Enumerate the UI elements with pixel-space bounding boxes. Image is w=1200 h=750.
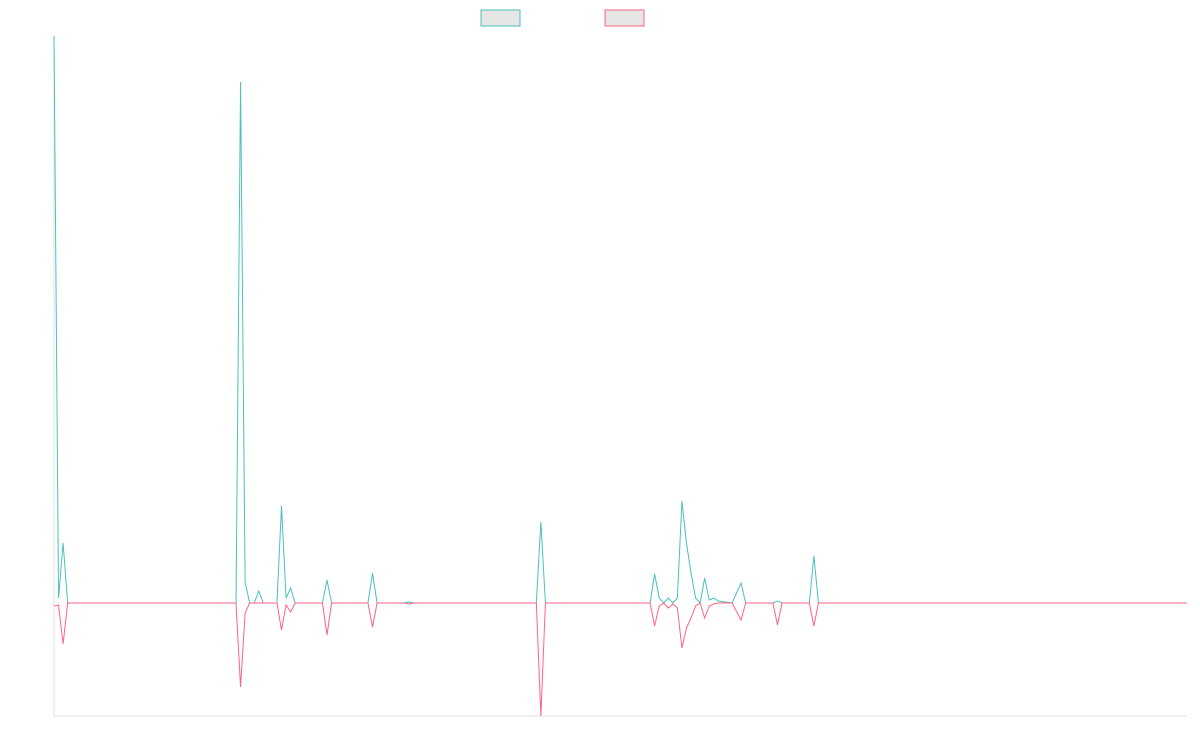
legend-swatch[interactable] bbox=[604, 9, 645, 27]
series-line bbox=[53, 35, 1187, 605]
legend-swatch[interactable] bbox=[480, 9, 521, 27]
series-line bbox=[53, 602, 1187, 717]
